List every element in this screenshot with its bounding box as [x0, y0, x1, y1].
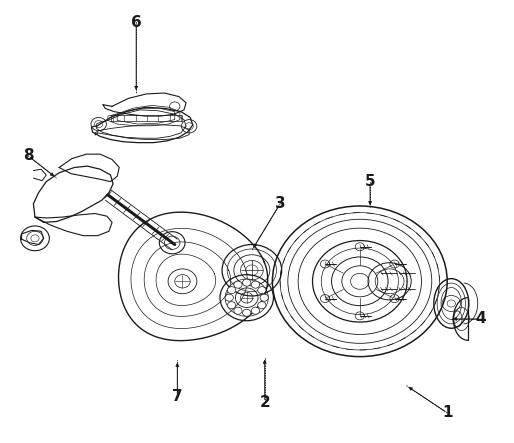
Circle shape [243, 279, 251, 286]
Text: 3: 3 [275, 196, 285, 211]
Circle shape [228, 287, 236, 294]
Circle shape [258, 287, 266, 294]
Text: 1: 1 [442, 405, 452, 420]
Circle shape [234, 281, 242, 288]
Circle shape [258, 302, 266, 309]
Circle shape [260, 294, 268, 301]
Text: 5: 5 [365, 174, 375, 189]
Circle shape [243, 309, 251, 316]
Text: 7: 7 [172, 389, 182, 404]
Circle shape [251, 281, 260, 288]
Circle shape [251, 307, 260, 314]
Text: 6: 6 [131, 15, 141, 30]
Text: 8: 8 [23, 148, 33, 163]
Circle shape [234, 307, 242, 314]
Text: 2: 2 [260, 395, 270, 410]
Circle shape [228, 302, 236, 309]
Circle shape [225, 294, 233, 301]
Text: 4: 4 [475, 311, 486, 326]
